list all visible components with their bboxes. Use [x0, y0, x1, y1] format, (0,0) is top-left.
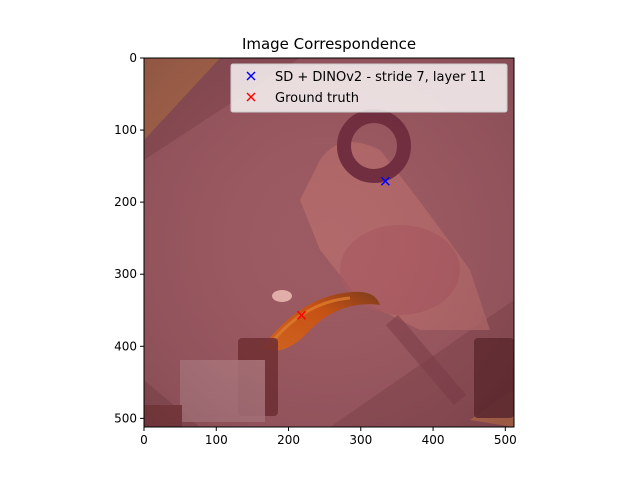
y-tick-label: 300: [114, 267, 137, 281]
data-markers: [297, 176, 390, 320]
correspondence-image: [144, 58, 514, 427]
legend-marker-ground-truth: [246, 92, 256, 102]
legend-box: [230, 63, 508, 113]
x-tick-label: 0: [140, 433, 148, 447]
ground-truth-marker: [297, 310, 307, 320]
legend: SD + DINOv2 - stride 7, layer 11 Ground …: [230, 63, 508, 113]
x-tick-label: 300: [349, 433, 372, 447]
x-tick-label: 100: [205, 433, 228, 447]
legend-label-prediction: SD + DINOv2 - stride 7, layer 11: [275, 70, 486, 85]
y-tick-label: 100: [114, 123, 137, 137]
chart-title: Image Correspondence: [242, 35, 416, 53]
y-tick-label: 0: [129, 51, 137, 65]
y-tick-label: 200: [114, 195, 137, 209]
y-tick-label: 400: [114, 339, 137, 353]
legend-marker-prediction: [246, 71, 256, 81]
prediction-marker: [380, 176, 390, 186]
y-tick-label: 500: [114, 411, 137, 425]
x-tick-label: 400: [422, 433, 445, 447]
plot-frame: [143, 57, 515, 428]
legend-label-ground-truth: Ground truth: [275, 91, 359, 106]
x-tick-label: 500: [494, 433, 517, 447]
x-tick-label: 200: [277, 433, 300, 447]
